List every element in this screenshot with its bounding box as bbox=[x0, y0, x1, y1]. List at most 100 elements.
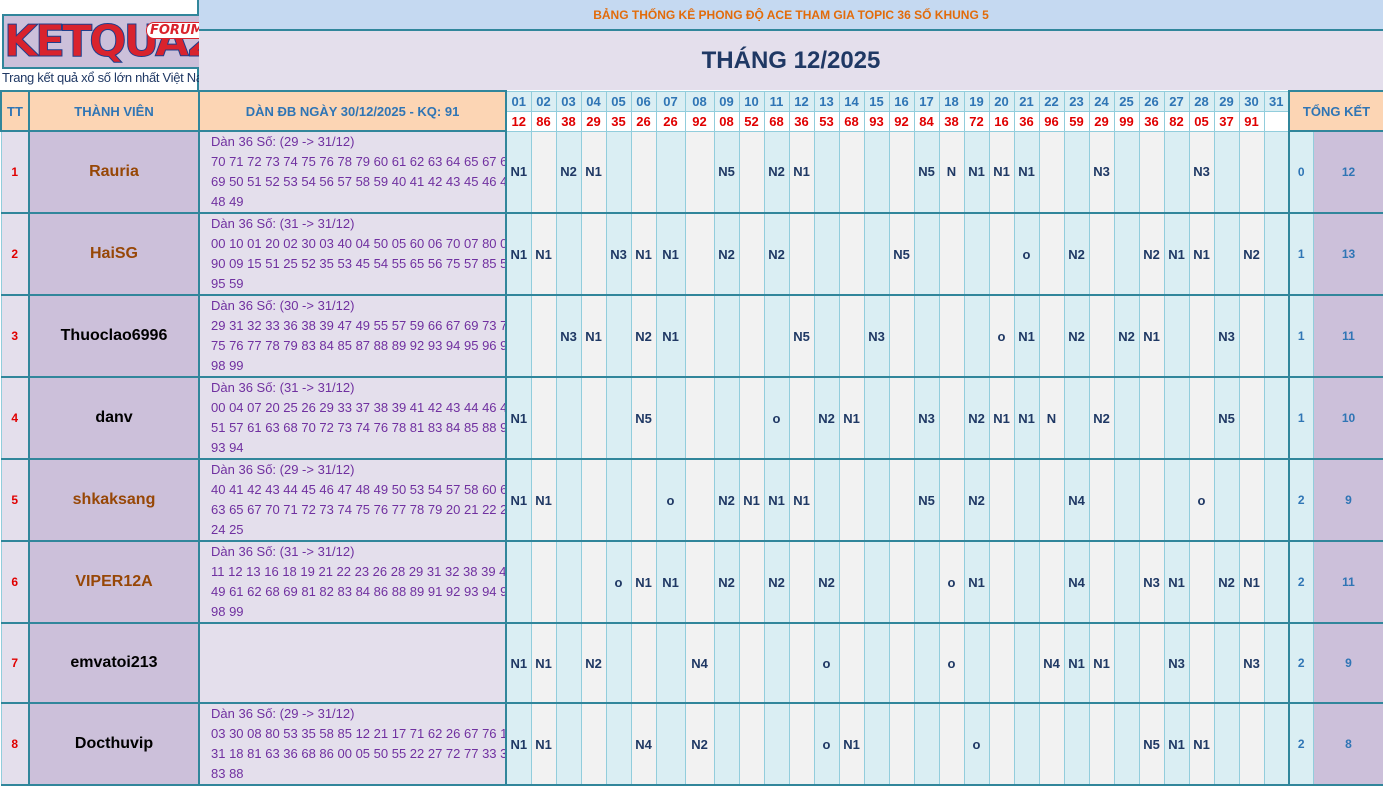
day-mark bbox=[1088, 294, 1115, 378]
day-mark bbox=[913, 294, 940, 378]
logo: KETQUA2 FORUM Trang kết quả xổ số lớn nh… bbox=[0, 0, 217, 90]
day-result: 38 bbox=[938, 110, 965, 132]
day-mark bbox=[1063, 376, 1090, 460]
day-mark: o bbox=[813, 622, 840, 704]
day-mark: N5 bbox=[713, 130, 740, 214]
member-row: 7 emvatoi213 N1 N1 N2 N4 o o N4 N1 N1 N3 N3 2 9 bbox=[0, 622, 1383, 704]
day-mark bbox=[1038, 540, 1065, 624]
day-mark bbox=[530, 540, 557, 624]
day-result: 91 bbox=[1238, 110, 1265, 132]
summary-total: 9 bbox=[1312, 458, 1383, 542]
day-mark: o bbox=[655, 458, 686, 542]
day-mark: N1 bbox=[1163, 540, 1190, 624]
day-mark bbox=[838, 294, 865, 378]
day-mark bbox=[763, 294, 790, 378]
day-mark bbox=[630, 130, 657, 214]
day-mark: N1 bbox=[838, 376, 865, 460]
dan-line: 40 41 42 43 44 45 46 47 48 49 50 53 54 5… bbox=[211, 482, 506, 497]
day-mark: N1 bbox=[788, 130, 815, 214]
day-result: 59 bbox=[1063, 110, 1090, 132]
day-mark: N1 bbox=[630, 212, 657, 296]
day-label: 28 bbox=[1188, 90, 1215, 112]
row-number: 7 bbox=[0, 622, 30, 704]
day-label: 25 bbox=[1113, 90, 1140, 112]
logo-badge[interactable]: FORUM bbox=[146, 22, 208, 39]
member-name: shkaksang bbox=[28, 458, 200, 542]
day-mark: N1 bbox=[763, 458, 790, 542]
member-dan: Dàn 36 Số: (29 -> 31/12) 40 41 42 43 44 4… bbox=[198, 458, 507, 542]
day-mark bbox=[763, 702, 790, 786]
day-mark bbox=[863, 622, 890, 704]
header: KETQUA2 FORUM Trang kết quả xổ số lớn nh… bbox=[0, 0, 1383, 90]
day-mark: N1 bbox=[505, 376, 532, 460]
day-mark bbox=[1138, 376, 1165, 460]
day-result: 96 bbox=[1038, 110, 1065, 132]
day-mark bbox=[530, 376, 557, 460]
day-mark: N4 bbox=[1063, 458, 1090, 542]
dan-line: 29 31 32 33 36 38 39 47 49 55 57 59 66 6… bbox=[211, 318, 506, 333]
day-result: 36 bbox=[1013, 110, 1040, 132]
member-dan: Dàn 36 Số: (31 -> 31/12) 00 04 07 20 25 2… bbox=[198, 376, 507, 460]
day-label: 03 bbox=[555, 90, 582, 112]
dan-heading: Dàn 36 Số: (31 -> 31/12) bbox=[211, 380, 355, 395]
dan-line: 69 50 51 52 53 54 56 57 58 59 40 41 42 4… bbox=[211, 174, 506, 189]
day-mark: N1 bbox=[1013, 294, 1040, 378]
member-row: 1 Rauria Dàn 36 Số: (29 -> 31/12) 70 71 72 … bbox=[0, 130, 1383, 214]
day-mark bbox=[1263, 376, 1290, 460]
day-result bbox=[1263, 110, 1290, 132]
day-mark bbox=[863, 212, 890, 296]
day-label: 30 bbox=[1238, 90, 1265, 112]
day-mark: N2 bbox=[1088, 376, 1115, 460]
row-number: 1 bbox=[0, 130, 30, 214]
day-mark bbox=[1038, 702, 1065, 786]
day-mark: N1 bbox=[655, 540, 686, 624]
day-result: 68 bbox=[838, 110, 865, 132]
day-label: 20 bbox=[988, 90, 1015, 112]
day-mark bbox=[605, 702, 632, 786]
day-mark bbox=[1213, 130, 1240, 214]
day-mark bbox=[1138, 458, 1165, 542]
day-mark bbox=[788, 212, 815, 296]
dan-line: 95 59 bbox=[211, 276, 244, 291]
day-mark: o bbox=[938, 540, 965, 624]
day-mark bbox=[555, 458, 582, 542]
day-mark bbox=[1213, 212, 1240, 296]
member-dan: Dàn 36 Số: (30 -> 31/12) 29 31 32 33 36 3… bbox=[198, 294, 507, 378]
day-mark: N1 bbox=[530, 702, 557, 786]
day-mark: N1 bbox=[505, 458, 532, 542]
day-mark bbox=[963, 622, 990, 704]
day-mark: N2 bbox=[763, 212, 790, 296]
member-row: 3 Thuoclao6996 Dàn 36 Số: (30 -> 31/12) 29 … bbox=[0, 294, 1383, 378]
day-mark bbox=[1213, 702, 1240, 786]
day-mark bbox=[1213, 622, 1240, 704]
day-mark: N1 bbox=[1188, 702, 1215, 786]
dan-line: 24 25 bbox=[211, 522, 244, 537]
day-mark bbox=[1113, 458, 1140, 542]
day-mark: o bbox=[813, 702, 840, 786]
day-mark: N1 bbox=[530, 212, 557, 296]
day-mark bbox=[913, 212, 940, 296]
day-mark bbox=[963, 212, 990, 296]
result-row: 12 86 38 29 35 26 26 92 08 52 68 36 53 68 93 92 84 38 72 16… bbox=[1, 110, 1383, 132]
day-mark: N2 bbox=[1138, 212, 1165, 296]
day-mark: N3 bbox=[913, 376, 940, 460]
day-mark bbox=[738, 622, 765, 704]
day-mark bbox=[555, 622, 582, 704]
day-mark: N1 bbox=[505, 130, 532, 214]
day-mark bbox=[838, 130, 865, 214]
day-mark bbox=[1188, 294, 1215, 378]
member-name: Rauria bbox=[28, 130, 200, 214]
day-mark bbox=[713, 376, 740, 460]
day-label: 18 bbox=[938, 90, 965, 112]
day-mark: N2 bbox=[630, 294, 657, 378]
dan-line: 83 88 bbox=[211, 766, 244, 781]
summary-count: 1 bbox=[1288, 294, 1314, 378]
col-summary: TỔNG KẾT bbox=[1287, 90, 1383, 132]
day-mark: N3 bbox=[863, 294, 890, 378]
day-mark bbox=[1263, 702, 1290, 786]
day-mark bbox=[655, 702, 686, 786]
day-mark: N2 bbox=[963, 458, 990, 542]
day-mark bbox=[1263, 540, 1290, 624]
day-mark: N1 bbox=[1188, 212, 1215, 296]
